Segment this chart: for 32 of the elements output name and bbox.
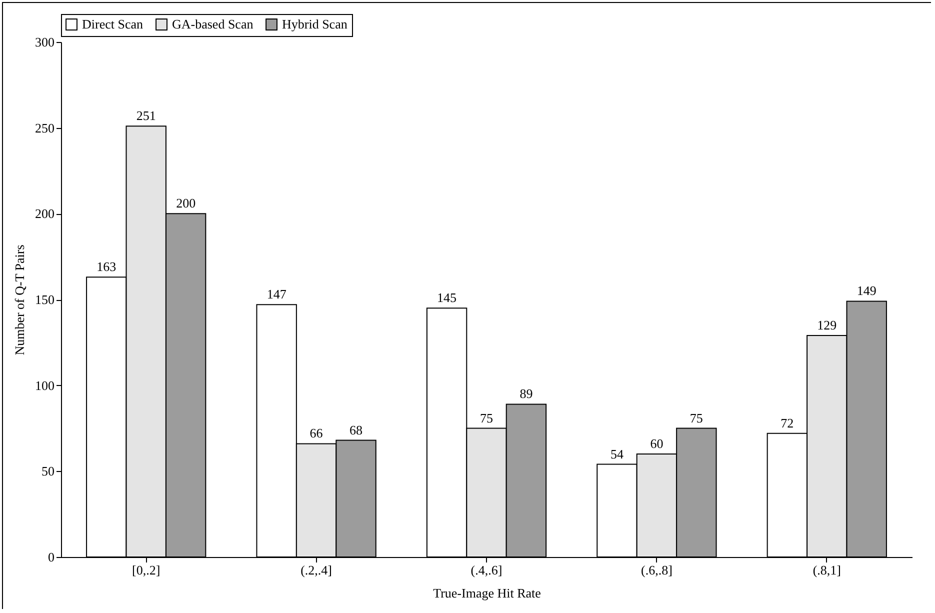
data-label: 145 <box>437 290 457 306</box>
legend-label: Hybrid Scan <box>282 16 348 32</box>
legend-label: Direct Scan <box>82 16 144 32</box>
data-label: 66 <box>310 426 324 441</box>
x-tick-label: (.8,1] <box>812 562 841 578</box>
data-label: 54 <box>610 446 624 462</box>
y-tick-label: 250 <box>35 120 54 136</box>
x-tick-label: (.2,.4] <box>300 562 332 578</box>
y-tick-label: 100 <box>35 378 54 393</box>
y-tick-label: 150 <box>35 292 54 307</box>
data-label: 149 <box>856 283 876 298</box>
data-label: 200 <box>176 196 196 211</box>
x-tick-label: (.4,.6] <box>470 562 502 578</box>
y-tick-label: 300 <box>35 34 54 50</box>
data-label: 89 <box>520 386 533 402</box>
data-label: 68 <box>350 422 363 438</box>
y-tick-label: 50 <box>42 464 54 479</box>
x-tick-label: (.6,.8] <box>640 562 672 578</box>
legend-label: GA-based Scan <box>172 16 254 32</box>
data-label: 60 <box>650 436 664 451</box>
data-label: 75 <box>480 410 493 426</box>
data-label: 129 <box>817 318 837 333</box>
y-tick-label: 200 <box>35 206 54 222</box>
data-label: 72 <box>780 415 794 430</box>
x-axis-title: True-Image Hit Rate <box>433 586 542 600</box>
y-tick-label: 0 <box>48 550 54 564</box>
y-axis-title: Number of Q-T Pairs <box>12 244 27 356</box>
data-label: 251 <box>136 108 156 124</box>
data-label: 75 <box>690 410 703 426</box>
data-label: 147 <box>266 286 287 302</box>
data-label: 163 <box>96 259 116 274</box>
x-tick-label: [0,.2] <box>132 562 160 578</box>
